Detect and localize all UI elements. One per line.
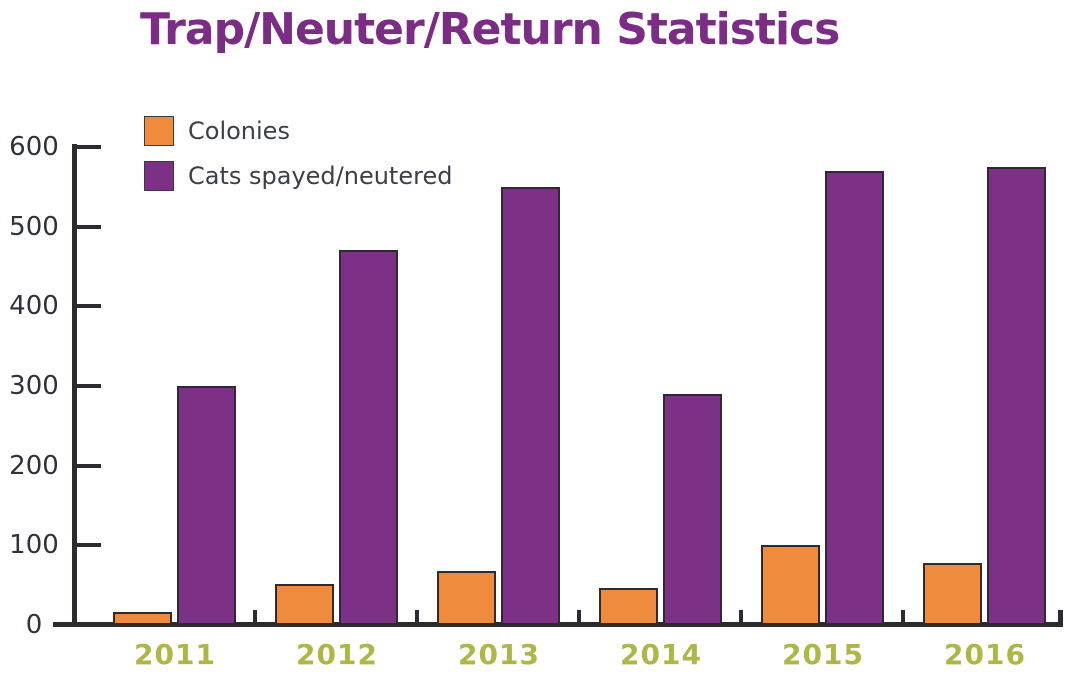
- legend-item-colonies: Colonies: [144, 116, 452, 146]
- y-axis-label-500: 500: [9, 211, 59, 242]
- colonies-swatch-icon: [144, 116, 174, 146]
- y-axis-label-100: 100: [9, 530, 59, 561]
- y-axis-label-300: 300: [9, 370, 59, 401]
- chart-title: Trap/Neuter/Return Statistics: [140, 4, 840, 55]
- y-axis-line: [72, 144, 77, 627]
- y-axis-label-200: 200: [9, 450, 59, 481]
- colonies-bar-2013: [437, 571, 496, 625]
- cats-bar-2012: [339, 250, 398, 625]
- x-axis-label-2012: 2012: [296, 638, 378, 671]
- colonies-bar-2011: [113, 612, 172, 625]
- y-axis-tick-300: [77, 383, 101, 388]
- colonies-bar-2014: [599, 588, 658, 625]
- x-axis-tick-1: [253, 610, 257, 626]
- x-axis-label-2016: 2016: [944, 638, 1026, 671]
- legend-label-cats: Cats spayed/neutered: [188, 162, 453, 190]
- cats-bar-2013: [501, 187, 560, 625]
- cats-swatch-icon: [144, 161, 174, 191]
- y-axis-tick-400: [77, 304, 101, 309]
- y-axis-tick-200: [77, 463, 101, 468]
- cats-bar-2011: [177, 386, 236, 625]
- x-axis-end-tick: [1058, 610, 1063, 626]
- chart-legend: Colonies Cats spayed/neutered: [144, 116, 452, 206]
- colonies-bar-2016: [923, 563, 982, 625]
- x-axis-tick-4: [739, 610, 743, 626]
- y-axis-tick-600: [77, 144, 101, 149]
- y-axis-label-600: 600: [9, 131, 59, 162]
- x-axis-label-2015: 2015: [782, 638, 864, 671]
- y-axis-label-0: 0: [25, 610, 43, 640]
- x-axis-label-2014: 2014: [620, 638, 702, 671]
- y-axis-tick-500: [77, 224, 101, 229]
- colonies-bar-2015: [761, 545, 820, 625]
- cats-bar-2014: [663, 394, 722, 625]
- y-axis-tick-100: [77, 543, 101, 548]
- x-axis-tick-5: [901, 610, 905, 626]
- x-axis-label-2011: 2011: [134, 638, 216, 671]
- x-axis-tick-2: [415, 610, 419, 626]
- y-axis-label-400: 400: [9, 291, 59, 322]
- colonies-bar-2012: [275, 584, 334, 625]
- x-axis-label-2013: 2013: [458, 638, 540, 671]
- cats-bar-2016: [987, 167, 1046, 625]
- legend-item-cats: Cats spayed/neutered: [144, 161, 452, 191]
- cats-bar-2015: [825, 171, 884, 625]
- x-axis-tick-3: [577, 610, 581, 626]
- legend-label-colonies: Colonies: [188, 117, 290, 145]
